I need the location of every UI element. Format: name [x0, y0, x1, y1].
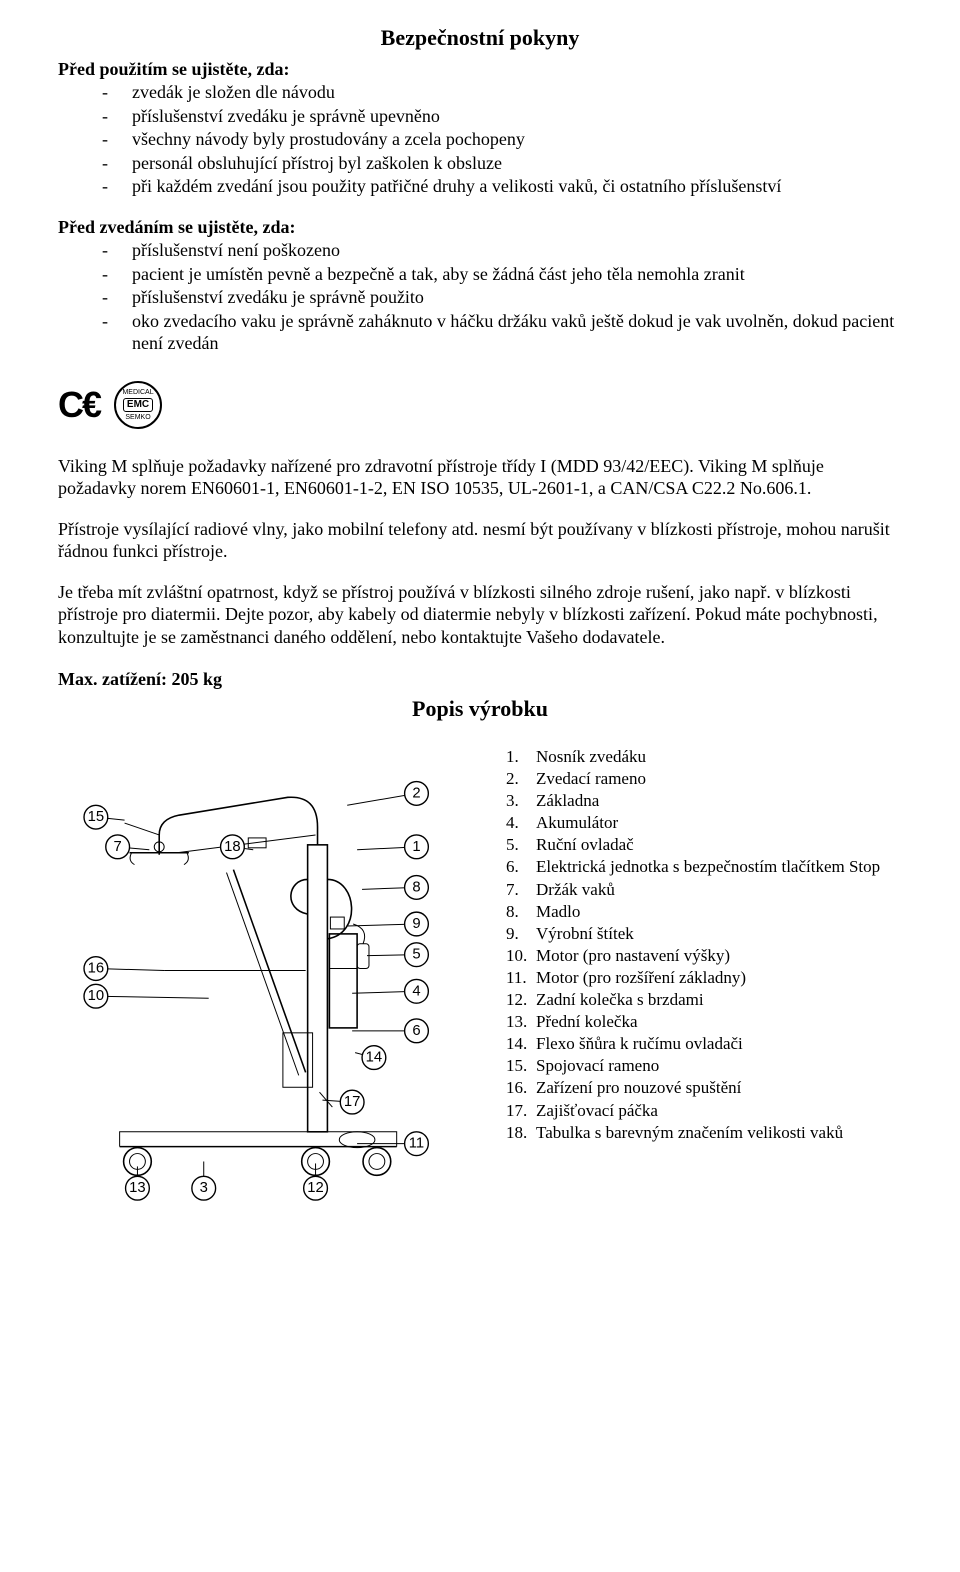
part-label: Ruční ovladač	[536, 834, 634, 856]
svg-text:11: 11	[409, 1136, 424, 1152]
part-label: Základna	[536, 790, 599, 812]
part-number: 5.	[506, 834, 536, 856]
parts-list-item: 1.Nosník zvedáku	[506, 746, 902, 768]
svg-text:13: 13	[129, 1180, 146, 1196]
part-number: 2.	[506, 768, 536, 790]
part-label: Zadní kolečka s brzdami	[536, 989, 704, 1011]
part-number: 9.	[506, 923, 536, 945]
svg-text:2: 2	[412, 785, 420, 801]
part-label: Zajišťovací páčka	[536, 1100, 658, 1122]
svg-text:12: 12	[307, 1180, 323, 1196]
part-number: 13.	[506, 1011, 536, 1033]
part-label: Motor (pro nastavení výšky)	[536, 945, 730, 967]
parts-list-item: 5.Ruční ovladač	[506, 834, 902, 856]
svg-text:18: 18	[224, 839, 241, 855]
part-number: 7.	[506, 879, 536, 901]
part-label: Zařízení pro nouzové spuštění	[536, 1077, 741, 1099]
part-label: Motor (pro rozšíření základny)	[536, 967, 746, 989]
list-item: personál obsluhující přístroj byl zaškol…	[102, 152, 902, 175]
list-item: příslušenství zvedáku je správně použito	[102, 286, 902, 309]
parts-list-item: 17.Zajišťovací páčka	[506, 1100, 902, 1122]
list-item: příslušenství zvedáku je správně upevněn…	[102, 105, 902, 128]
list-item: příslušenství není poškozeno	[102, 239, 902, 262]
before-use-lead: Před použitím se ujistěte, zda:	[58, 58, 902, 81]
max-load: Max. zatížení: 205 kg	[58, 668, 902, 691]
svg-text:15: 15	[88, 809, 104, 825]
svg-text:6: 6	[412, 1023, 420, 1039]
compliance-para-3: Je třeba mít zvláštní opatrnost, když se…	[58, 581, 902, 649]
parts-list-item: 6.Elektrická jednotka s bezpečnostím tla…	[506, 856, 902, 878]
part-label: Elektrická jednotka s bezpečnostím tlačí…	[536, 856, 880, 878]
part-label: Zvedací rameno	[536, 768, 646, 790]
compliance-badges: C€ MEDICAL EMC SEMKO	[58, 381, 902, 429]
part-label: Výrobní štítek	[536, 923, 634, 945]
part-number: 3.	[506, 790, 536, 812]
part-number: 6.	[506, 856, 536, 878]
list-item: zvedák je složen dle návodu	[102, 81, 902, 104]
svg-text:1: 1	[412, 839, 420, 855]
part-number: 12.	[506, 989, 536, 1011]
list-item: všechny návody byly prostudovány a zcela…	[102, 128, 902, 151]
compliance-para-1: Viking M splňuje požadavky nařízené pro …	[58, 455, 902, 500]
before-use-list: zvedák je složen dle návodupříslušenství…	[58, 81, 902, 198]
part-number: 1.	[506, 746, 536, 768]
part-label: Nosník zvedáku	[536, 746, 646, 768]
parts-list-item: 13.Přední kolečka	[506, 1011, 902, 1033]
svg-text:14: 14	[366, 1050, 383, 1066]
emc-badge-icon: MEDICAL EMC SEMKO	[114, 381, 162, 429]
before-lift-list: příslušenství není poškozenopacient je u…	[58, 239, 902, 355]
parts-list-item: 3.Základna	[506, 790, 902, 812]
parts-list-item: 8.Madlo	[506, 901, 902, 923]
part-label: Flexo šňůra k ručímu ovladači	[536, 1033, 743, 1055]
list-item: oko zvedacího vaku je správně zaháknuto …	[102, 310, 902, 355]
ce-mark-icon: C€	[58, 382, 100, 427]
svg-text:9: 9	[412, 916, 420, 932]
svg-text:16: 16	[88, 961, 104, 977]
part-number: 10.	[506, 945, 536, 967]
part-label: Přední kolečka	[536, 1011, 638, 1033]
svg-text:10: 10	[88, 988, 104, 1004]
safety-title: Bezpečnostní pokyny	[58, 24, 902, 52]
part-label: Držák vaků	[536, 879, 615, 901]
part-label: Madlo	[536, 901, 580, 923]
part-number: 4.	[506, 812, 536, 834]
parts-list-item: 10.Motor (pro nastavení výšky)	[506, 945, 902, 967]
parts-list-item: 16.Zařízení pro nouzové spuštění	[506, 1077, 902, 1099]
svg-text:5: 5	[412, 947, 420, 963]
part-number: 17.	[506, 1100, 536, 1122]
part-label: Tabulka s barevným značením velikosti va…	[536, 1122, 843, 1144]
svg-text:7: 7	[114, 839, 122, 855]
parts-list-item: 14.Flexo šňůra k ručímu ovladači	[506, 1033, 902, 1055]
parts-list-item: 18.Tabulka s barevným značením velikosti…	[506, 1122, 902, 1144]
parts-list-item: 2.Zvedací rameno	[506, 768, 902, 790]
parts-list-item: 4.Akumulátor	[506, 812, 902, 834]
svg-text:3: 3	[200, 1180, 208, 1196]
list-item: pacient je umístěn pevně a bezpečně a ta…	[102, 263, 902, 286]
part-label: Akumulátor	[536, 812, 618, 834]
part-number: 8.	[506, 901, 536, 923]
part-number: 11.	[506, 967, 536, 989]
before-lift-lead: Před zvedáním se ujistěte, zda:	[58, 216, 902, 239]
parts-list-item: 11.Motor (pro rozšíření základny)	[506, 967, 902, 989]
parts-list: 1.Nosník zvedáku2.Zvedací rameno3.Základ…	[506, 746, 902, 1144]
part-number: 16.	[506, 1077, 536, 1099]
product-diagram: 215718189516410614171113312	[58, 736, 488, 1212]
list-item: při každém zvedání jsou použity patřičné…	[102, 175, 902, 198]
svg-text:17: 17	[344, 1094, 361, 1110]
part-number: 14.	[506, 1033, 536, 1055]
parts-list-item: 7.Držák vaků	[506, 879, 902, 901]
svg-text:4: 4	[412, 983, 420, 999]
part-label: Spojovací rameno	[536, 1055, 659, 1077]
parts-list-item: 9.Výrobní štítek	[506, 923, 902, 945]
svg-text:8: 8	[412, 879, 420, 895]
parts-list-item: 15.Spojovací rameno	[506, 1055, 902, 1077]
part-number: 18.	[506, 1122, 536, 1144]
parts-list-item: 12.Zadní kolečka s brzdami	[506, 989, 902, 1011]
product-title: Popis výrobku	[58, 695, 902, 723]
part-number: 15.	[506, 1055, 536, 1077]
compliance-para-2: Přístroje vysílající radiové vlny, jako …	[58, 518, 902, 563]
